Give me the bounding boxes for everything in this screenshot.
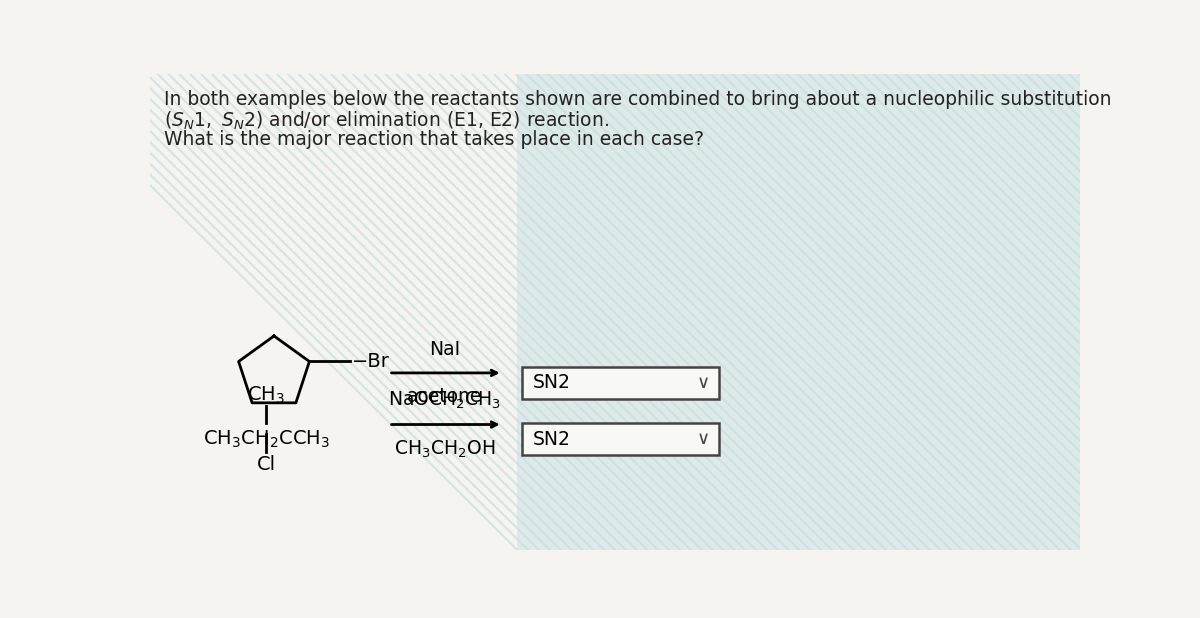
Text: −Br: −Br bbox=[352, 352, 390, 371]
Text: $(S_N1,\ S_N2)$ and/or elimination (E1, E2) reaction.: $(S_N1,\ S_N2)$ and/or elimination (E1, … bbox=[164, 109, 608, 132]
FancyBboxPatch shape bbox=[522, 366, 719, 399]
Text: CH$_3$CH$_2$OH: CH$_3$CH$_2$OH bbox=[394, 438, 496, 460]
Text: What is the major reaction that takes place in each case?: What is the major reaction that takes pl… bbox=[164, 130, 704, 148]
Text: CH$_3$CH$_2$CCH$_3$: CH$_3$CH$_2$CCH$_3$ bbox=[203, 429, 330, 451]
Text: ∨: ∨ bbox=[697, 430, 710, 448]
Bar bbox=[150, 74, 517, 550]
Text: ∨: ∨ bbox=[697, 374, 710, 392]
Text: In both examples below the reactants shown are combined to bring about a nucleop: In both examples below the reactants sho… bbox=[164, 90, 1111, 109]
Text: SN2: SN2 bbox=[533, 373, 571, 392]
Text: acetone: acetone bbox=[407, 387, 482, 406]
Text: NaI: NaI bbox=[428, 340, 460, 359]
FancyBboxPatch shape bbox=[522, 423, 719, 455]
Text: SN2: SN2 bbox=[533, 430, 571, 449]
Text: CH$_3$: CH$_3$ bbox=[247, 385, 286, 406]
Text: NaOCH$_2$CH$_3$: NaOCH$_2$CH$_3$ bbox=[388, 389, 502, 410]
Text: Cl: Cl bbox=[257, 455, 276, 474]
Bar bbox=[517, 74, 1080, 550]
